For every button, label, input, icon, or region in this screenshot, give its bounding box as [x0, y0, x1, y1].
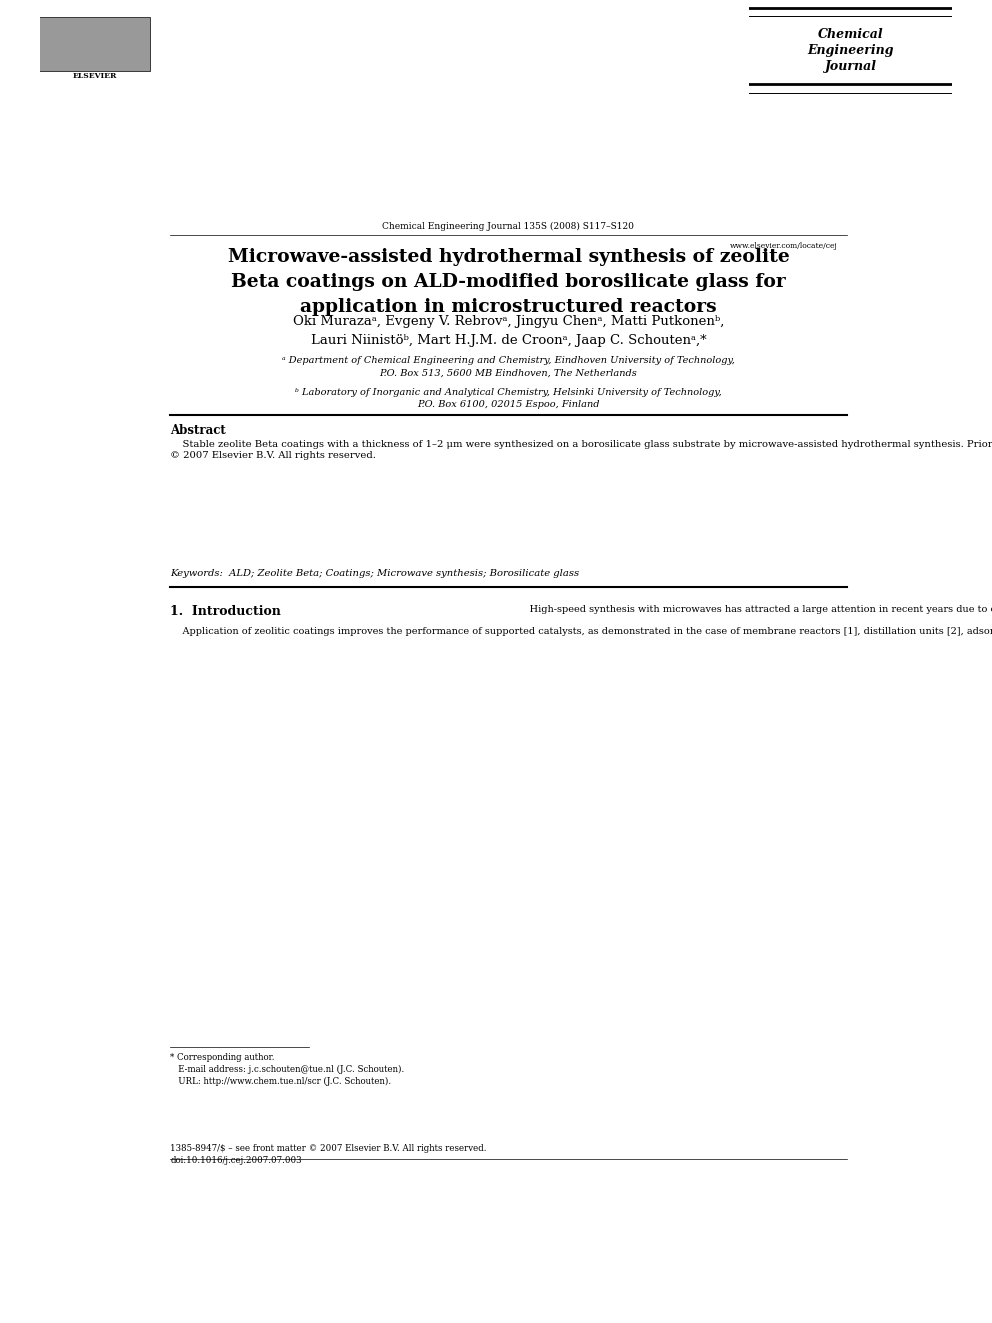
Text: ᵃ Department of Chemical Engineering and Chemistry, Eindhoven University of Tech: ᵃ Department of Chemical Engineering and…	[282, 356, 735, 377]
FancyBboxPatch shape	[39, 17, 151, 70]
Text: Abstract: Abstract	[171, 423, 226, 437]
Text: Microwave-assisted hydrothermal synthesis of zeolite
Beta coatings on ALD-modifi: Microwave-assisted hydrothermal synthesi…	[227, 249, 790, 316]
Text: Oki Murazaᵃ, Evgeny V. Rebrovᵃ, Jingyu Chenᵃ, Matti Putkonenᵇ,
Lauri Niinistöᵇ, : Oki Murazaᵃ, Evgeny V. Rebrovᵃ, Jingyu C…	[293, 315, 724, 347]
Text: www.elsevier.com/locate/cej: www.elsevier.com/locate/cej	[730, 242, 837, 250]
Text: Chemical
Engineering
Journal: Chemical Engineering Journal	[807, 28, 894, 73]
Text: 1.  Introduction: 1. Introduction	[171, 605, 281, 618]
Text: High-speed synthesis with microwaves has attracted a large attention in recent y: High-speed synthesis with microwaves has…	[517, 605, 992, 614]
Text: ELSEVIER: ELSEVIER	[72, 73, 117, 81]
Text: ᵇ Laboratory of Inorganic and Analytical Chemistry, Helsinki University of Techn: ᵇ Laboratory of Inorganic and Analytical…	[295, 388, 722, 409]
Text: 1385-8947/$ – see front matter © 2007 Elsevier B.V. All rights reserved.
doi:10.: 1385-8947/$ – see front matter © 2007 El…	[171, 1144, 487, 1164]
Text: * Corresponding author.
   E-mail address: j.c.schouten@tue.nl (J.C. Schouten).
: * Corresponding author. E-mail address: …	[171, 1053, 405, 1086]
Text: Application of zeolitic coatings improves the performance of supported catalysts: Application of zeolitic coatings improve…	[171, 627, 992, 636]
Text: Keywords:  ALD; Zeolite Beta; Coatings; Microwave synthesis; Borosilicate glass: Keywords: ALD; Zeolite Beta; Coatings; M…	[171, 569, 579, 578]
Text: Chemical Engineering Journal 135S (2008) S117–S120: Chemical Engineering Journal 135S (2008)…	[383, 222, 634, 232]
Text: Stable zeolite Beta coatings with a thickness of 1–2 μm were synthesized on a bo: Stable zeolite Beta coatings with a thic…	[171, 441, 992, 460]
